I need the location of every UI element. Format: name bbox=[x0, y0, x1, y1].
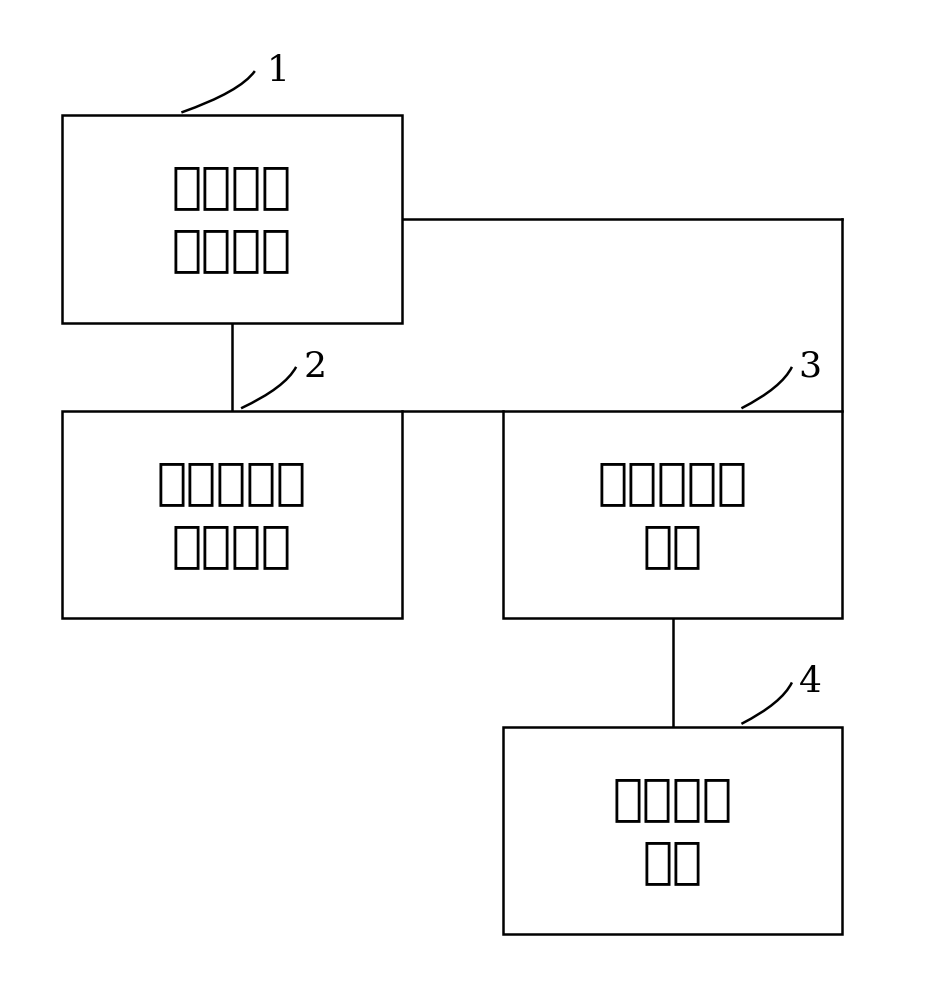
Text: 2: 2 bbox=[303, 350, 326, 384]
Bar bbox=[502, 411, 843, 618]
Bar bbox=[62, 411, 402, 618]
Text: 1: 1 bbox=[267, 54, 289, 88]
Bar bbox=[502, 727, 843, 934]
Text: 电机驱动
电路: 电机驱动 电路 bbox=[612, 775, 733, 886]
Text: 3: 3 bbox=[799, 350, 822, 384]
Text: 系统供电
接口模块: 系统供电 接口模块 bbox=[171, 163, 292, 275]
Bar bbox=[62, 115, 402, 322]
Text: 4: 4 bbox=[799, 665, 822, 699]
Text: 热插拔尖峰
吸收模块: 热插拔尖峰 吸收模块 bbox=[157, 459, 307, 570]
Text: 电源软启动
模块: 电源软启动 模块 bbox=[597, 459, 747, 570]
